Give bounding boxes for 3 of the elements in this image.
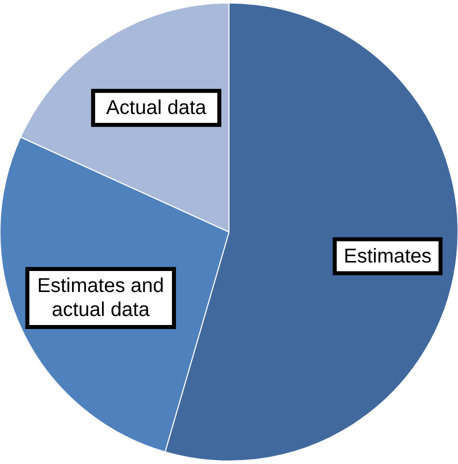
slice-label: Estimates	[344, 245, 432, 268]
slice-label: Actual data	[106, 96, 208, 119]
slice-label: Estimates and actual data	[37, 275, 164, 322]
